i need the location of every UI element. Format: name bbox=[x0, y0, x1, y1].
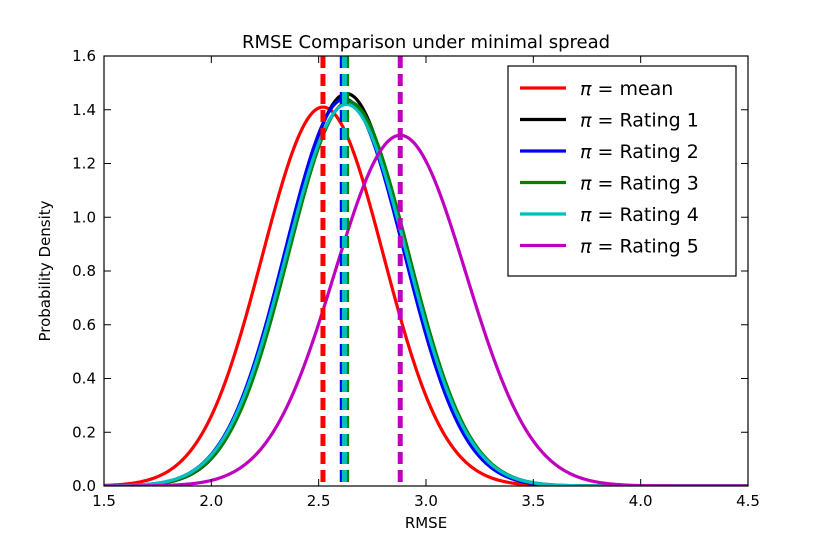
x-tick-label: 2.5 bbox=[307, 492, 331, 510]
y-tick-label: 1.6 bbox=[72, 47, 96, 65]
y-tick-label: 0.6 bbox=[72, 316, 96, 334]
x-tick-label: 2.0 bbox=[199, 492, 223, 510]
y-tick-label: 0.8 bbox=[72, 262, 96, 280]
x-axis-title: RMSE bbox=[405, 514, 447, 532]
legend-entry: π = Rating 3 bbox=[580, 173, 699, 195]
y-tick-label: 1.2 bbox=[72, 155, 96, 173]
legend-entry: π = mean bbox=[580, 78, 673, 100]
density-curve-mean bbox=[104, 105, 748, 486]
legend-entry: π = Rating 5 bbox=[580, 236, 699, 258]
legend-entry: π = Rating 4 bbox=[580, 204, 699, 226]
y-tick-label: 1.4 bbox=[72, 101, 96, 119]
legend-entry: π = Rating 2 bbox=[580, 141, 699, 163]
y-tick-label: 0.2 bbox=[72, 423, 96, 441]
x-tick-label: 3.5 bbox=[521, 492, 545, 510]
y-tick-label: 0.0 bbox=[72, 477, 96, 495]
y-tick-label: 1.0 bbox=[72, 208, 96, 226]
y-axis-title: Probability Density bbox=[36, 200, 54, 341]
x-tick-label: 4.5 bbox=[736, 492, 760, 510]
legend-box bbox=[507, 65, 737, 277]
x-tick-label: 1.5 bbox=[92, 492, 116, 510]
x-tick-label: 3.0 bbox=[414, 492, 438, 510]
x-tick-label: 4.0 bbox=[629, 492, 653, 510]
legend-entry: π = Rating 1 bbox=[580, 110, 699, 132]
plot-frame bbox=[103, 55, 749, 487]
y-tick-label: 0.4 bbox=[72, 370, 96, 388]
density-curve-rating-4 bbox=[104, 102, 748, 486]
density-curve-rating-3 bbox=[104, 100, 748, 486]
chart-title: RMSE Comparison under minimal spread bbox=[242, 32, 610, 53]
